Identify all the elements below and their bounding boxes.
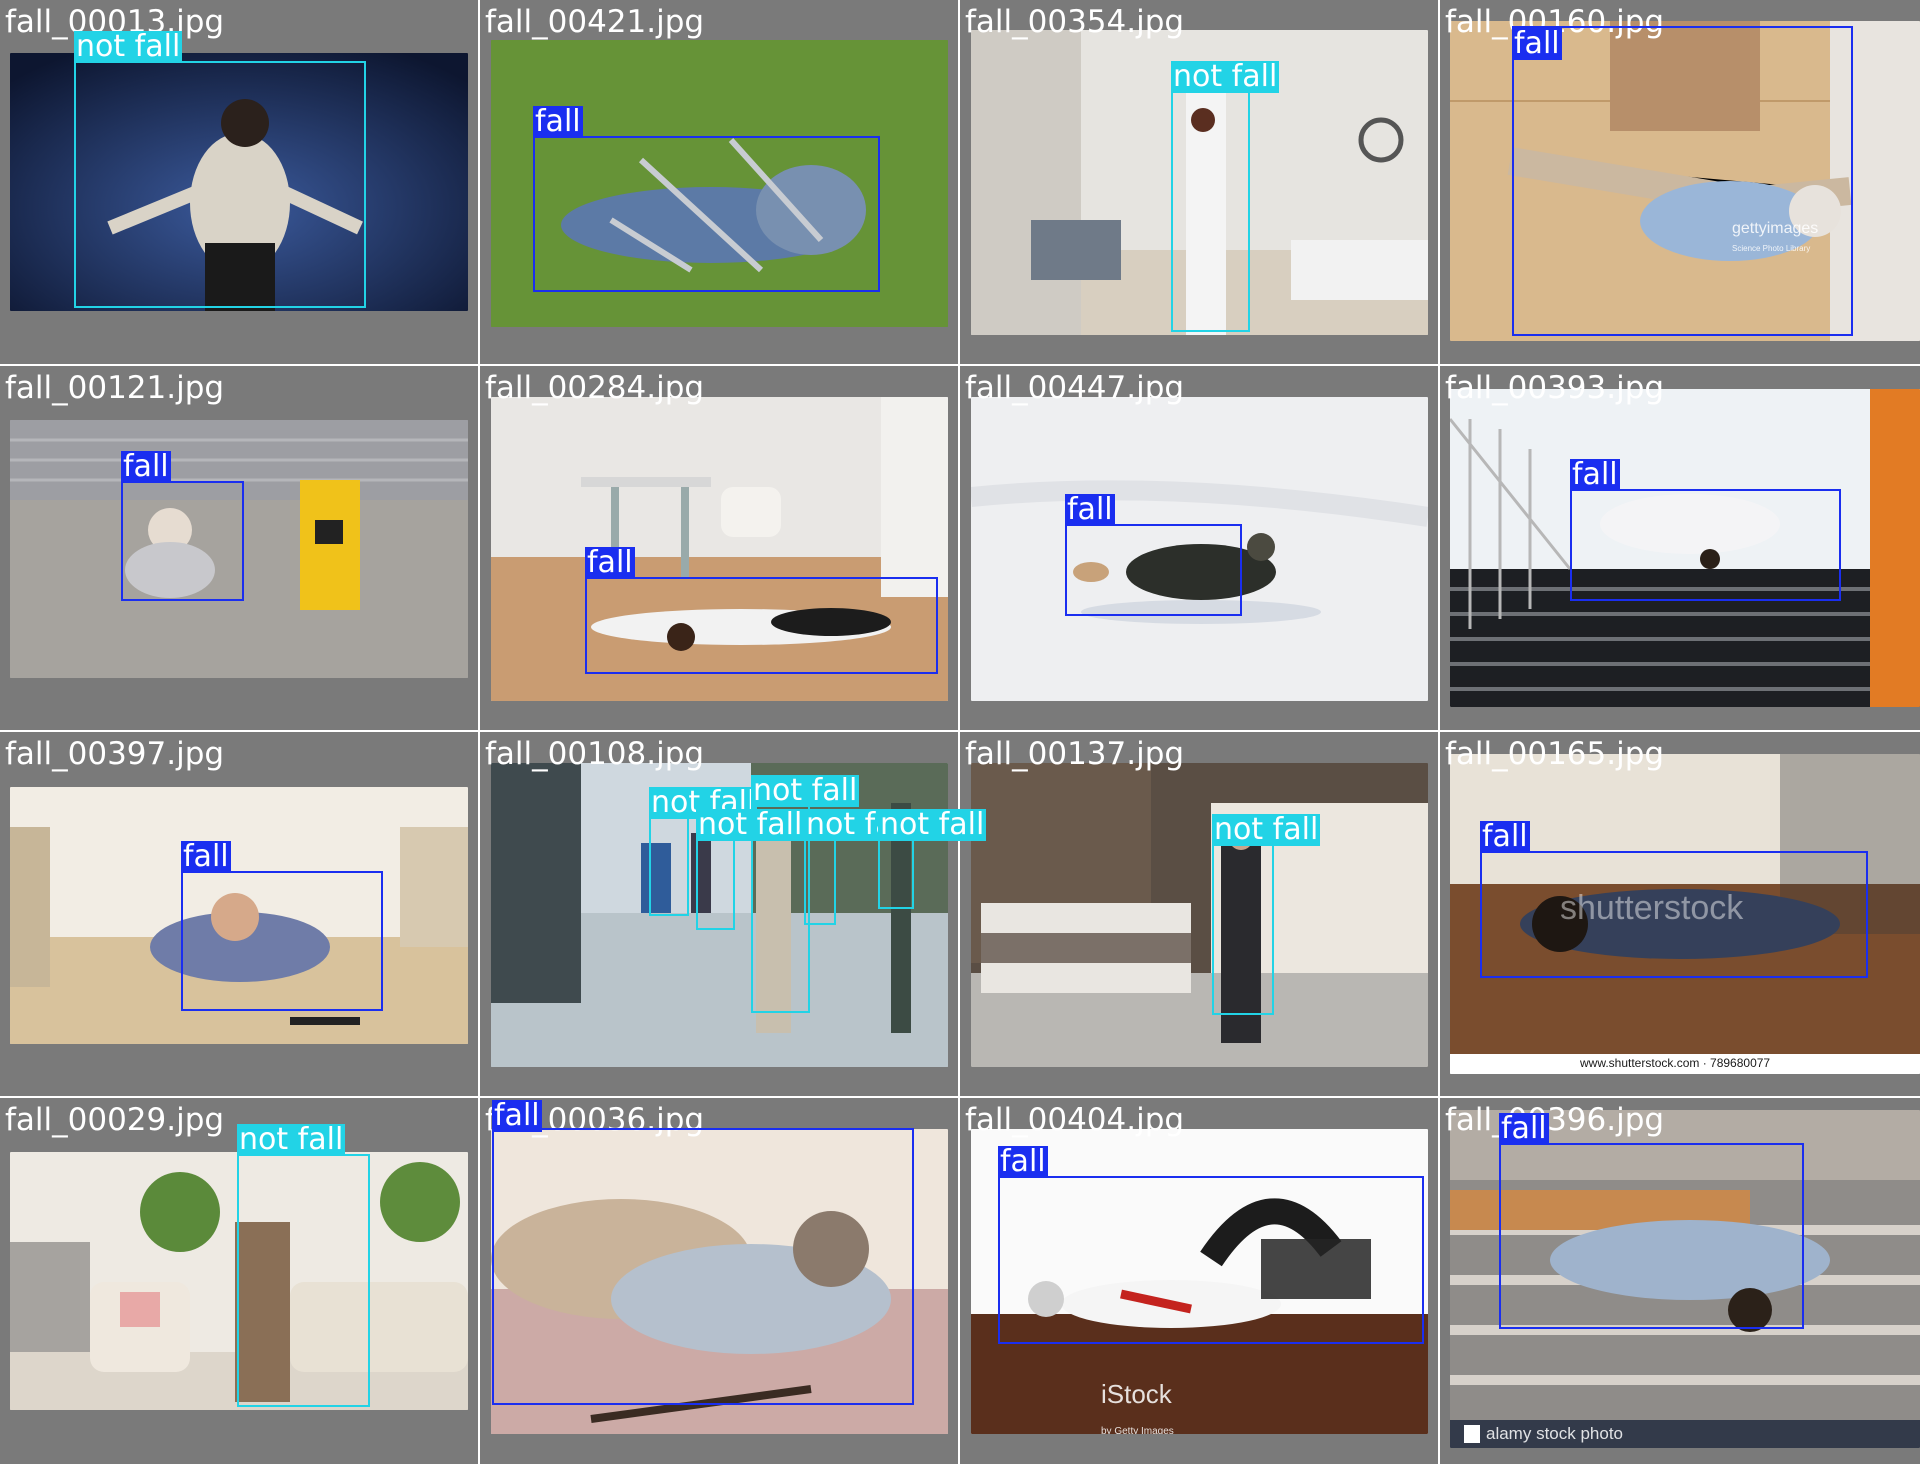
detection-label: fall <box>1480 819 1530 854</box>
detection-label: fall <box>585 545 635 580</box>
filename-label: fall_00396.jpg <box>1445 1102 1665 1138</box>
photo <box>1450 389 1920 707</box>
result-tile: fall_00029.jpg not fall <box>0 1098 478 1464</box>
filename-label: fall_00165.jpg <box>1445 736 1665 772</box>
photo <box>491 40 948 327</box>
watermark: alamy stock photo <box>1486 1424 1624 1443</box>
detection-box-fall: fall <box>1570 459 1841 601</box>
photo: gettyimages Science Photo Library <box>1450 21 1920 341</box>
watermark: shutterstock <box>1560 889 1744 927</box>
photo <box>971 30 1428 335</box>
photo <box>491 1129 948 1434</box>
detection-box-fall: fall <box>121 451 244 601</box>
detection-box-not-fall: not fall <box>237 1124 370 1407</box>
detection-box-not-fall: not fall <box>804 809 913 925</box>
detection-label: fall <box>181 839 231 874</box>
result-tile: fall_00421.jpg fall <box>480 0 958 364</box>
detection-label: fall <box>1570 457 1620 492</box>
photo <box>10 1152 468 1410</box>
filename-label: fall_00284.jpg <box>485 370 705 406</box>
photo <box>971 763 1428 1067</box>
detection-box-fall: fall <box>492 1100 914 1405</box>
result-tile: fall_00013.jpg not fall <box>0 0 478 364</box>
result-tile: fall_00447.jpg fall <box>960 366 1438 730</box>
detection-box-fall: fall <box>998 1146 1424 1344</box>
result-tile: fall_00036.jpg fall <box>480 1098 958 1464</box>
detection-box-not-fall: not fall <box>74 31 366 308</box>
detection-box-not-fall: not fall <box>878 809 987 909</box>
result-tile: fall_00393.jpg fall <box>1440 366 1920 730</box>
detection-label: not fall <box>74 29 183 64</box>
detection-label: fall <box>1065 492 1115 527</box>
detection-box-fall: fall <box>1480 821 1868 978</box>
result-tile: shutterstock www.shutterstock.com · 7896… <box>1440 732 1920 1096</box>
filename-label: fall_00137.jpg <box>965 736 1185 772</box>
detection-label: not fall <box>237 1122 346 1157</box>
photo: iStock by Getty Images <box>971 1129 1428 1434</box>
detection-label: fall <box>492 1098 542 1133</box>
detection-box-fall: fall <box>1512 26 1853 336</box>
detection-box-not-fall: not fall <box>1212 814 1321 1015</box>
filename-label: fall_00397.jpg <box>5 736 225 772</box>
result-tile: fall_00397.jpg fall <box>0 732 478 1096</box>
result-tile: alamy stock photo fall_00396.jpg fall <box>1440 1098 1920 1464</box>
detection-label: not fall <box>1171 59 1280 94</box>
detection-label: fall <box>998 1144 1048 1179</box>
watermark: gettyimages Science Photo Library <box>1732 220 1819 253</box>
detection-box-fall: fall <box>533 106 880 292</box>
detection-box-not-fall: not fall <box>649 787 758 916</box>
watermark: iStock by Getty Images <box>1101 1379 1174 1434</box>
result-tile: fall_00354.jpg not fall <box>960 0 1438 364</box>
filename-label: fall_00029.jpg <box>5 1102 225 1138</box>
detection-box-not-fall: not fall <box>751 775 860 1013</box>
watermark-caption: www.shutterstock.com · 789680077 <box>1580 1056 1771 1070</box>
detection-label: not fall <box>1212 812 1321 847</box>
result-tile: gettyimages Science Photo Library fall_00… <box>1440 0 1920 364</box>
detection-box-fall: fall <box>181 841 383 1011</box>
detection-box-fall: fall <box>1065 494 1242 616</box>
detection-label: fall <box>1499 1111 1549 1146</box>
result-tile: iStock by Getty Images fall_00404.jpg fal… <box>960 1098 1438 1464</box>
detection-label: not fall <box>878 807 987 842</box>
photo <box>971 397 1428 701</box>
detection-box-fall: fall <box>585 547 938 674</box>
photo <box>491 397 948 701</box>
result-tile: fall_00108.jpg not fall not fall not fal… <box>480 732 987 1096</box>
filename-label: fall_00393.jpg <box>1445 370 1665 406</box>
photo <box>10 53 468 311</box>
detection-box-not-fall: not fall <box>696 809 805 930</box>
detection-label: fall <box>1512 26 1562 61</box>
detection-box-not-fall: not fall <box>1171 61 1280 332</box>
detection-label: not fall <box>751 773 860 808</box>
detection-label: fall <box>533 104 583 139</box>
filename-label: fall_00404.jpg <box>965 1102 1185 1138</box>
filename-label: fall_00447.jpg <box>965 370 1185 406</box>
detection-label: not fall <box>696 807 805 842</box>
result-tile: fall_00137.jpg not fall <box>960 732 1438 1096</box>
filename-label: fall_00108.jpg <box>485 736 705 772</box>
result-tile: fall_00284.jpg fall <box>480 366 958 730</box>
filename-label: fall_00354.jpg <box>965 4 1185 40</box>
detection-label: fall <box>121 449 171 484</box>
photo <box>10 787 468 1044</box>
filename-label: fall_00121.jpg <box>5 370 225 406</box>
photo <box>10 420 468 678</box>
detection-box-fall: fall <box>1499 1113 1804 1329</box>
filename-label: fall_00421.jpg <box>485 4 705 40</box>
photo: shutterstock www.shutterstock.com · 7896… <box>1450 754 1920 1074</box>
result-tile: fall_00121.jpg fall <box>0 366 478 730</box>
